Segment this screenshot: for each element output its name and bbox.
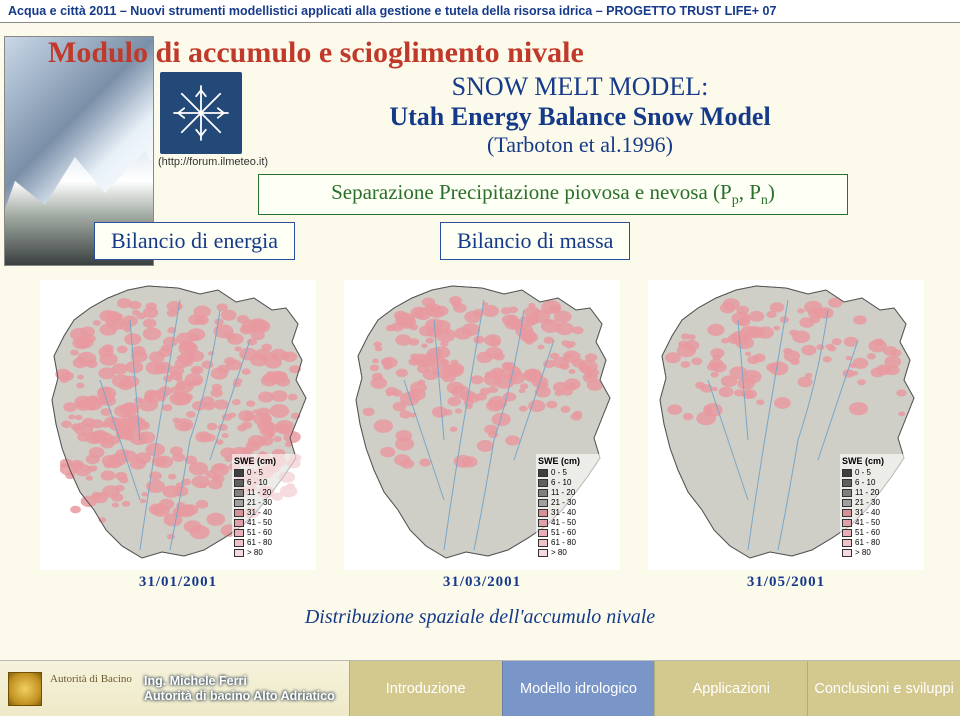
legend-item: 21 - 30 [234, 498, 308, 508]
legend-item: 0 - 5 [538, 468, 612, 478]
legend-item: 11 - 20 [538, 488, 612, 498]
map-jan: SWE (cm) 0 - 56 - 1011 - 2021 - 3031 - 40… [40, 280, 316, 570]
legend-item: 31 - 40 [842, 508, 916, 518]
footer-tab[interactable]: Modello idrologico [502, 661, 655, 716]
legend-item: 61 - 80 [234, 538, 308, 548]
snowflake-image [160, 72, 242, 154]
maps-row: SWE (cm)0 - 56 - 1011 - 2021 - 3031 - 40… [40, 280, 924, 591]
swe-legend: SWE (cm) 0 - 56 - 1011 - 2021 - 3031 - 40… [840, 454, 918, 560]
swe-legend: SWE (cm) 0 - 56 - 1011 - 2021 - 3031 - 40… [536, 454, 614, 560]
legend-title: SWE (cm) [234, 456, 308, 466]
subtitle-line2: Utah Energy Balance Snow Model [260, 102, 900, 132]
footer-tab[interactable]: Conclusioni e sviluppi [807, 661, 960, 716]
map-card: SWE (cm) 0 - 56 - 1011 - 2021 - 3031 - 40… [648, 280, 924, 591]
swe-legend: SWE (cm) 0 - 56 - 1011 - 2021 - 3031 - 40… [232, 454, 310, 560]
legend-item: 6 - 10 [234, 478, 308, 488]
legend-item: 51 - 60 [842, 528, 916, 538]
legend-item: 61 - 80 [538, 538, 612, 548]
authority-badge-icon [8, 672, 42, 706]
author-name: Ing. Michele Ferri [144, 674, 335, 689]
subtitle-line3: (Tarboton et al.1996) [260, 132, 900, 158]
map-date: 31/03/2001 [344, 574, 620, 591]
legend-item: > 80 [842, 548, 916, 558]
map-may: SWE (cm) 0 - 56 - 1011 - 2021 - 3031 - 40… [648, 280, 924, 570]
legend-item: > 80 [538, 548, 612, 558]
footer-author: Ing. Michele Ferri Autorità di bacino Al… [140, 674, 349, 704]
header-text: Acqua e città 2011 – Nuovi strumenti mod… [8, 4, 776, 18]
legend-item: 41 - 50 [842, 518, 916, 528]
slide-subtitle: SNOW MELT MODEL: Utah Energy Balance Sno… [260, 72, 900, 158]
mass-balance-box: Bilancio di massa [440, 222, 630, 260]
legend-item: > 80 [234, 548, 308, 558]
legend-item: 11 - 20 [842, 488, 916, 498]
snowflake-caption: (http://forum.ilmeteo.it) [158, 156, 268, 168]
footer-tabs: IntroduzioneModello idrologicoApplicazio… [349, 661, 960, 716]
map-date: 31/05/2001 [648, 574, 924, 591]
map-card: SWE (cm) 0 - 56 - 1011 - 2021 - 3031 - 40… [40, 280, 316, 591]
legend-item: 31 - 40 [234, 508, 308, 518]
legend-item: 51 - 60 [538, 528, 612, 538]
legend-item: 6 - 10 [538, 478, 612, 488]
legend-item: 41 - 50 [538, 518, 612, 528]
slide-title: Modulo di accumulo e scioglimento nivale [48, 36, 584, 70]
legend-item: 0 - 5 [842, 468, 916, 478]
legend-item: 21 - 30 [538, 498, 612, 508]
legend-item: 51 - 60 [234, 528, 308, 538]
legend-title: SWE (cm) [842, 456, 916, 466]
map-mar: SWE (cm) 0 - 56 - 1011 - 2021 - 3031 - 40… [344, 280, 620, 570]
footer-tab[interactable]: Introduzione [349, 661, 502, 716]
legend-item: 31 - 40 [538, 508, 612, 518]
map-date: 31/01/2001 [40, 574, 316, 591]
energy-balance-box: Bilancio di energia [94, 222, 295, 260]
footer-bar: Autorità di Bacino Ing. Michele Ferri Au… [0, 660, 960, 716]
legend-item: 21 - 30 [842, 498, 916, 508]
legend-item: 61 - 80 [842, 538, 916, 548]
header-bar: Acqua e città 2011 – Nuovi strumenti mod… [0, 0, 960, 23]
separation-box: Separazione Precipitazione piovosa e nev… [258, 174, 848, 215]
subtitle-line1: SNOW MELT MODEL: [260, 72, 900, 102]
legend-item: 6 - 10 [842, 478, 916, 488]
legend-item: 41 - 50 [234, 518, 308, 528]
authority-script-logo: Autorità di Bacino [50, 675, 140, 703]
footer-tab[interactable]: Applicazioni [654, 661, 807, 716]
distribution-caption: Distribuzione spaziale dell'accumulo niv… [0, 606, 960, 629]
author-org: Autorità di bacino Alto Adriatico [144, 689, 335, 704]
legend-item: 11 - 20 [234, 488, 308, 498]
legend-item: 0 - 5 [234, 468, 308, 478]
legend-title: SWE (cm) [538, 456, 612, 466]
map-card: SWE (cm) 0 - 56 - 1011 - 2021 - 3031 - 40… [344, 280, 620, 591]
